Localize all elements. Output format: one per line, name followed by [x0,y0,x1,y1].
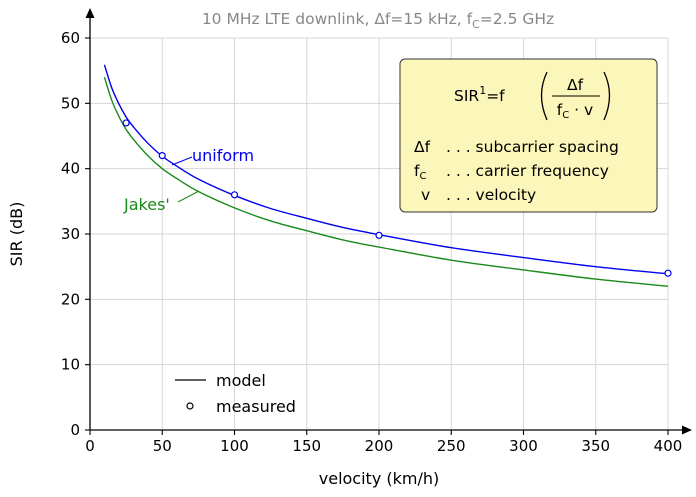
info-def-symbol: v [421,186,430,204]
y-axis-label: SIR (dB) [7,202,26,267]
y-tick-label: 0 [70,421,80,439]
y-tick-label: 40 [61,160,80,178]
x-tick-label: 350 [581,437,610,455]
series-group [103,64,672,287]
x-tick-label: 50 [153,437,172,455]
y-tick-label: 30 [61,225,80,243]
x-tick-label: 0 [85,437,95,455]
legend-measured-marker [186,402,194,410]
info-def-description: . . . subcarrier spacing [446,138,619,156]
info-def-symbol: Δf [414,138,431,156]
y-tick-label: 50 [61,94,80,112]
formula-paren-left [540,71,548,121]
legend-model-label: model [216,371,266,390]
x-axis-arrow [682,425,692,435]
x-tick-label: 100 [220,437,249,455]
info-box: SIR1=f Δf fC · v Δf . . . subcarrier spacing… [399,58,658,213]
measured-point [122,119,130,127]
formula-denominator: fC · v [557,101,593,121]
x-tick-label: 200 [365,437,394,455]
measured-point [664,269,672,277]
x-axis-label: velocity (km/h) [319,469,439,488]
jakes-line [103,76,669,287]
measured-point [158,152,166,160]
uniform-curve-label: uniform [192,146,254,165]
x-tick-label: 150 [292,437,321,455]
chart-title: 10 MHz LTE downlink, Δf=15 kHz, fC=2.5 G… [202,10,554,31]
info-def-symbol: fC [414,162,426,182]
measured-point [375,231,383,239]
info-box-frame [399,58,658,213]
info-def-description: . . . velocity [446,186,536,204]
x-tick-label: 400 [654,437,683,455]
measured-point [230,191,239,199]
x-tick-label: 250 [437,437,466,455]
y-tick-label: 10 [61,356,80,374]
info-def-description: . . . carrier frequency [446,162,609,180]
uniform-line [103,64,669,275]
tick-labels: 0 50 100 150 200 250 300 350 400 0 10 20 30 40 50 60 [61,29,682,455]
y-tick-label: 20 [61,290,80,308]
jakes-label-pointer [177,190,200,203]
formula-lhs: SIR1=f [454,84,505,105]
legend-measured-label: measured [216,397,296,416]
jakes-curve-label: Jakes' [123,195,170,214]
formula-numerator: Δf [567,76,584,94]
legend: model measured [175,371,296,416]
formula-paren-right [603,71,611,121]
axes [85,8,692,435]
y-axis-arrow [85,8,95,18]
uniform-label-pointer [171,156,193,166]
y-tick-label: 60 [61,29,80,47]
x-tick-label: 300 [509,437,538,455]
